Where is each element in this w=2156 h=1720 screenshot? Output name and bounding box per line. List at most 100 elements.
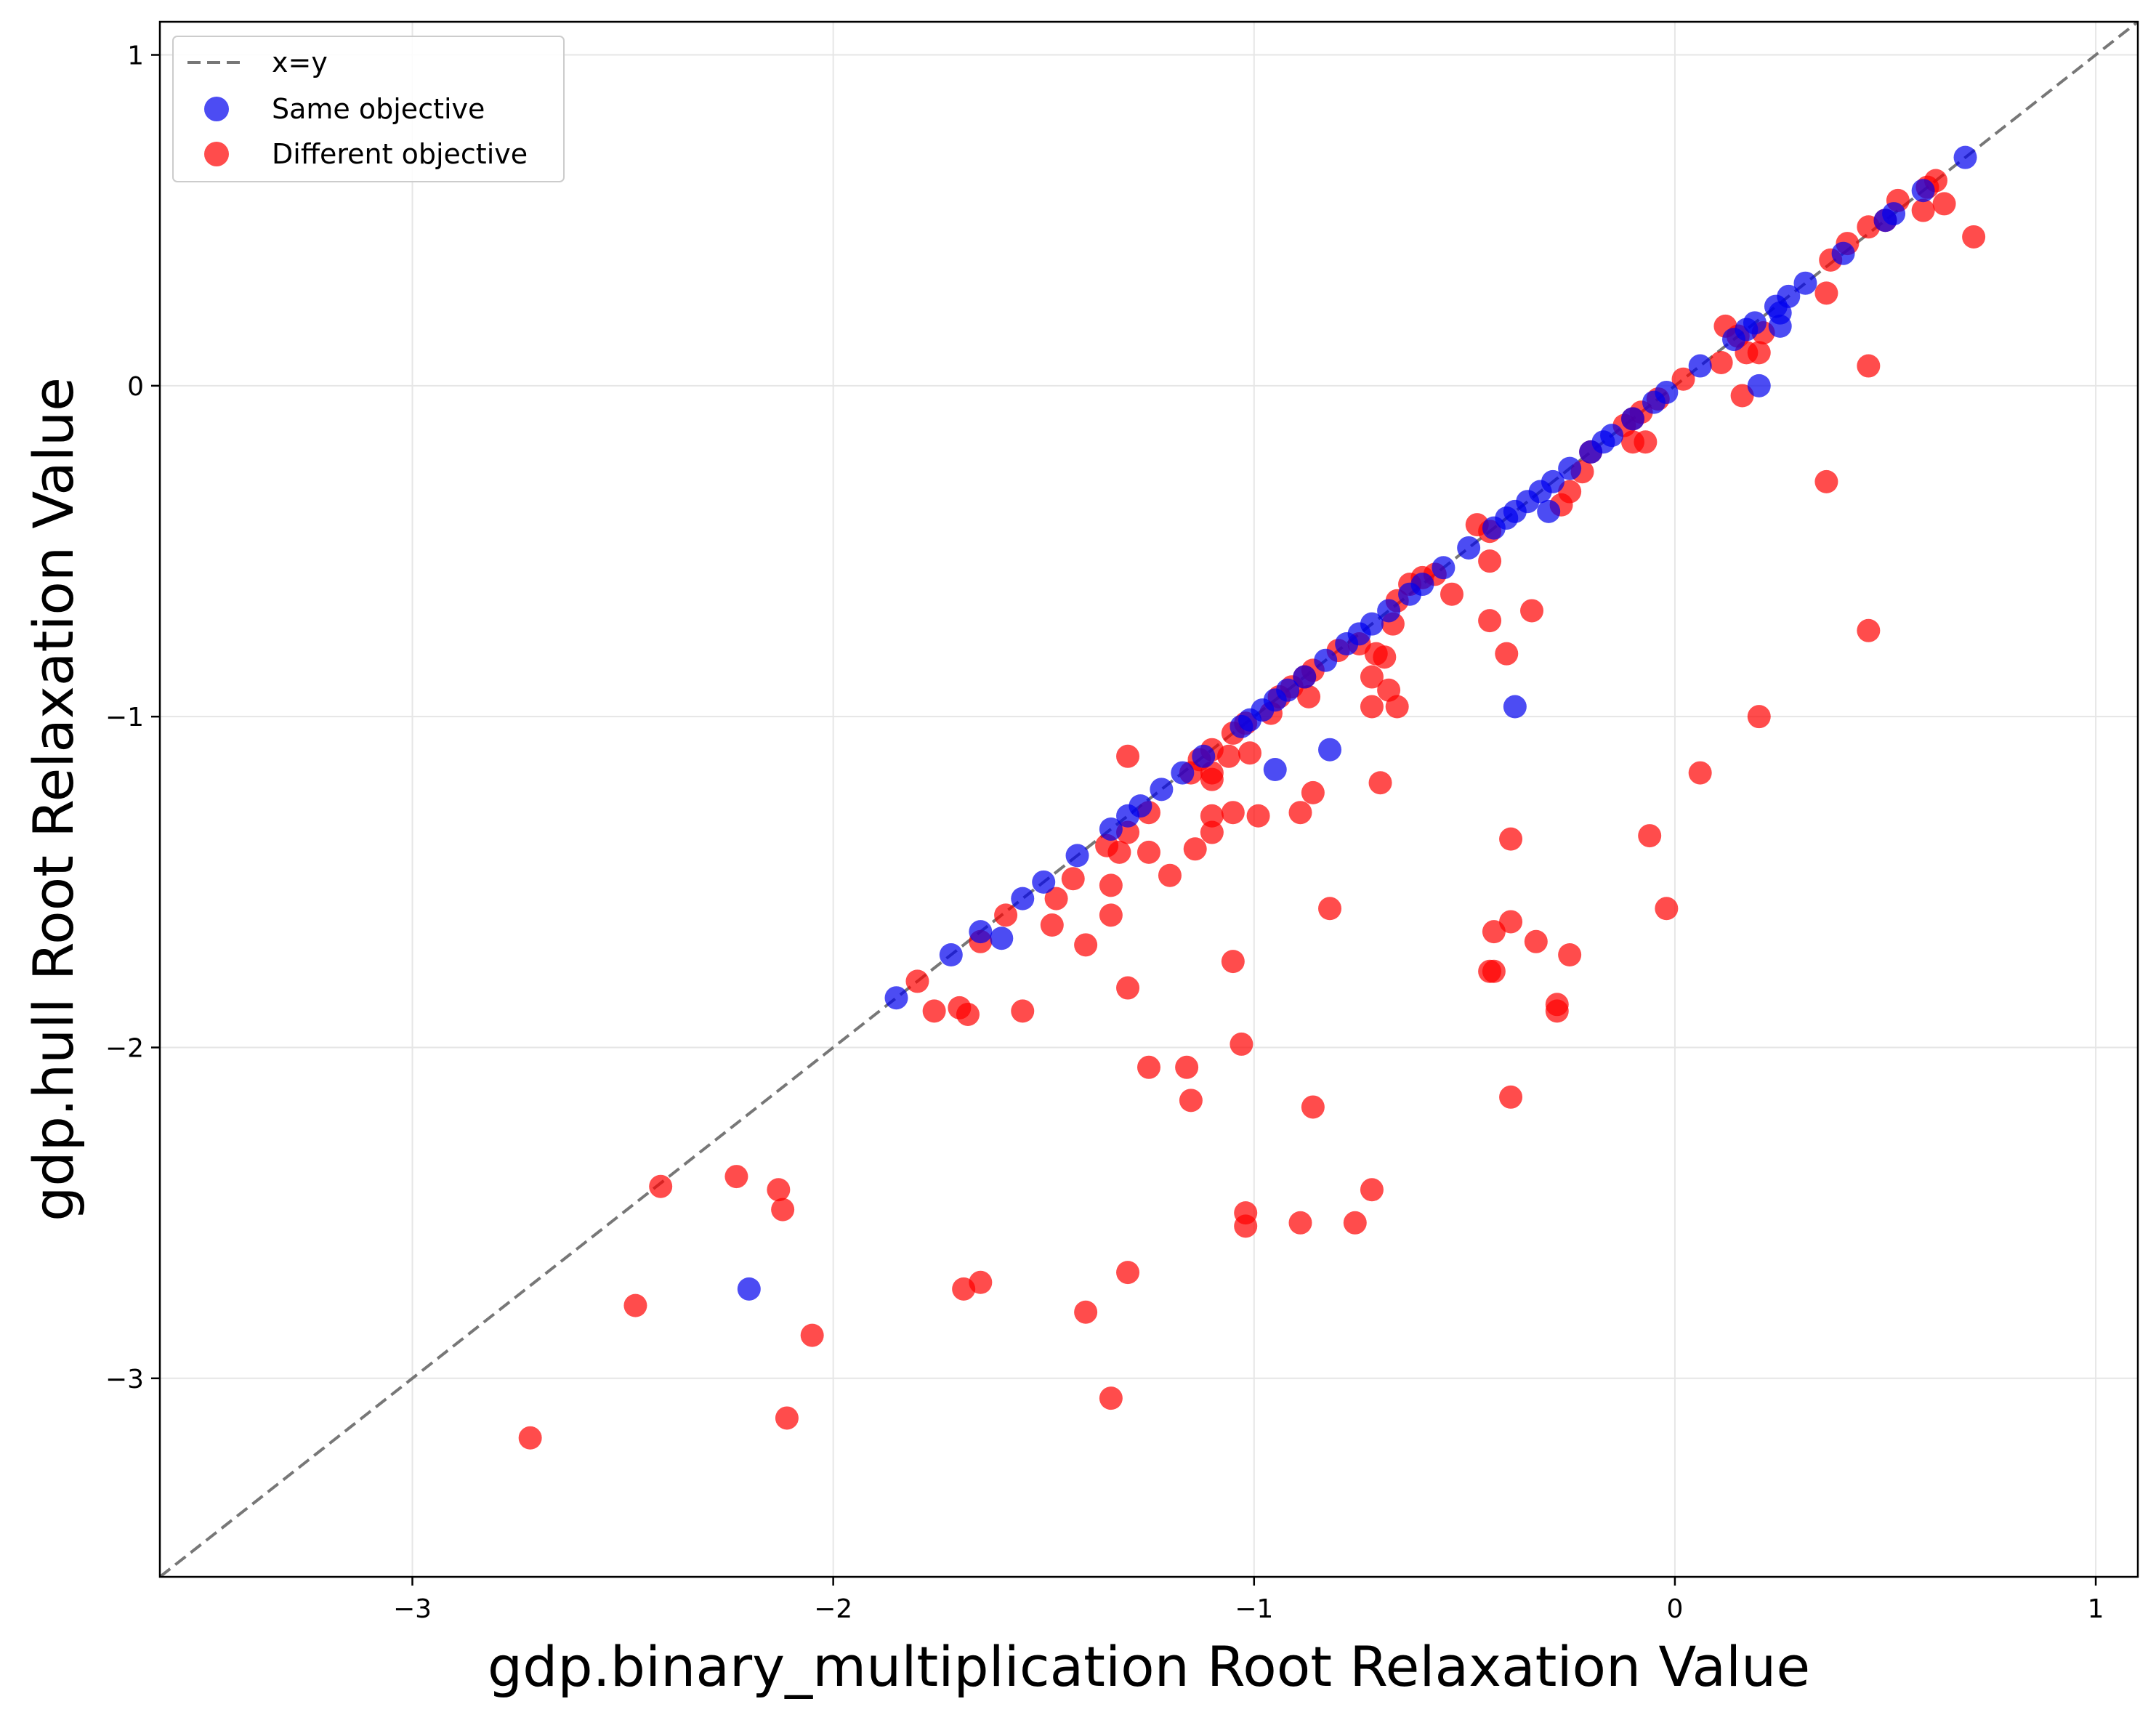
y-tick-label: −3 <box>105 1365 144 1394</box>
data-point-different-objective <box>1814 469 1838 493</box>
data-point-same-objective <box>1503 695 1527 719</box>
data-point-different-objective <box>767 1178 791 1202</box>
data-point-same-objective <box>1377 599 1401 623</box>
data-point-same-objective <box>1011 887 1035 911</box>
data-point-same-objective <box>1150 778 1174 802</box>
data-point-same-objective <box>1482 516 1506 540</box>
data-point-same-objective <box>1065 844 1089 868</box>
data-point-different-objective <box>800 1323 824 1347</box>
data-point-different-objective <box>1158 863 1182 887</box>
data-point-different-objective <box>1747 705 1771 729</box>
data-point-different-objective <box>724 1165 748 1189</box>
data-point-different-objective <box>1814 281 1838 305</box>
data-point-different-objective <box>956 1002 980 1026</box>
data-point-different-objective <box>1747 341 1771 365</box>
data-point-same-objective <box>1099 817 1123 841</box>
data-point-different-objective <box>1478 549 1502 573</box>
data-point-different-objective <box>1200 804 1224 828</box>
legend-swatch-different-objective <box>204 142 229 166</box>
data-point-same-objective <box>1793 271 1817 295</box>
data-point-different-objective <box>1499 1085 1523 1109</box>
data-point-different-objective <box>1558 943 1582 966</box>
data-point-same-objective <box>969 920 993 944</box>
x-tick-label: 0 <box>1666 1594 1683 1624</box>
data-point-different-objective <box>1318 897 1342 921</box>
x-tick-label: −3 <box>393 1594 432 1624</box>
series-same-objective <box>737 145 1977 1301</box>
data-point-different-objective <box>1932 192 1956 216</box>
data-point-different-objective <box>1911 198 1935 222</box>
data-point-different-objective <box>1288 1211 1312 1235</box>
data-point-different-objective <box>1074 933 1098 957</box>
data-point-different-objective <box>1074 1300 1098 1324</box>
data-point-different-objective <box>1730 384 1754 408</box>
data-point-different-objective <box>1175 1055 1199 1079</box>
data-point-same-objective <box>1263 758 1287 782</box>
data-point-different-objective <box>1297 685 1321 708</box>
data-point-same-objective <box>1432 556 1455 580</box>
data-point-same-objective <box>1747 374 1771 397</box>
data-point-same-objective <box>1318 738 1342 762</box>
data-point-same-objective <box>1335 632 1359 655</box>
data-point-different-objective <box>1709 350 1733 374</box>
data-point-same-objective <box>1457 536 1481 560</box>
data-point-different-objective <box>1440 582 1463 606</box>
data-point-different-objective <box>969 1270 993 1294</box>
data-point-same-objective <box>1558 456 1582 480</box>
data-point-same-objective <box>884 986 908 1010</box>
data-point-different-objective <box>1360 665 1384 689</box>
data-point-different-objective <box>1301 780 1325 804</box>
legend-label-same-objective: Same objective <box>272 93 485 125</box>
data-point-different-objective <box>1179 1089 1203 1113</box>
grid-lines <box>160 22 2138 1577</box>
data-point-different-objective <box>1200 820 1224 844</box>
data-point-different-objective <box>1524 929 1548 953</box>
data-point-different-objective <box>771 1198 795 1222</box>
legend-swatch-same-objective <box>204 97 229 121</box>
legend-label-reference: x=y <box>272 47 328 78</box>
data-point-same-objective <box>1621 407 1645 431</box>
y-tick-label: 1 <box>127 41 144 71</box>
data-point-different-objective <box>1385 695 1409 719</box>
data-point-different-objective <box>1246 804 1270 828</box>
data-point-different-objective <box>1061 867 1085 891</box>
data-point-different-objective <box>905 969 929 993</box>
data-point-different-objective <box>649 1174 673 1198</box>
data-point-different-objective <box>1520 599 1544 623</box>
data-point-same-objective <box>1768 314 1792 338</box>
legend: x=y Same objective Different objective <box>172 36 565 182</box>
data-point-different-objective <box>1137 1055 1160 1079</box>
data-point-different-objective <box>1011 999 1035 1023</box>
data-point-different-objective <box>1545 999 1569 1023</box>
data-point-different-objective <box>1360 1178 1384 1202</box>
data-point-different-objective <box>1857 618 1881 642</box>
data-point-different-objective <box>1217 744 1241 768</box>
data-point-same-objective <box>1230 714 1253 738</box>
data-point-different-objective <box>1360 695 1384 719</box>
data-point-same-objective <box>1032 870 1056 894</box>
data-point-same-objective <box>1293 665 1317 689</box>
data-point-same-objective <box>1398 582 1422 606</box>
data-point-same-objective <box>1579 440 1603 464</box>
data-point-different-objective <box>1044 887 1068 911</box>
data-point-different-objective <box>1099 1386 1123 1410</box>
data-point-different-objective <box>1478 609 1502 633</box>
data-point-different-objective <box>1116 1261 1140 1285</box>
x-tick-label: −1 <box>1235 1594 1273 1624</box>
data-point-different-objective <box>1368 771 1392 795</box>
data-point-different-objective <box>1230 1032 1253 1056</box>
data-point-different-objective <box>1099 903 1123 927</box>
data-point-different-objective <box>1478 959 1502 983</box>
data-point-same-objective <box>1831 241 1855 265</box>
plot-area <box>160 22 2138 1577</box>
data-point-same-objective <box>737 1277 761 1301</box>
data-point-different-objective <box>1288 801 1312 825</box>
data-point-same-objective <box>939 943 963 966</box>
data-point-different-objective <box>1116 976 1140 1000</box>
axis-ticks: −3 −2 −1 0 1 −3 −2 −1 0 1 <box>105 41 2104 1624</box>
data-point-different-objective <box>1962 225 1986 249</box>
data-point-same-objective <box>1192 744 1216 768</box>
data-point-different-objective <box>1638 824 1662 848</box>
data-point-different-objective <box>1238 741 1261 765</box>
data-point-different-objective <box>1655 897 1679 921</box>
